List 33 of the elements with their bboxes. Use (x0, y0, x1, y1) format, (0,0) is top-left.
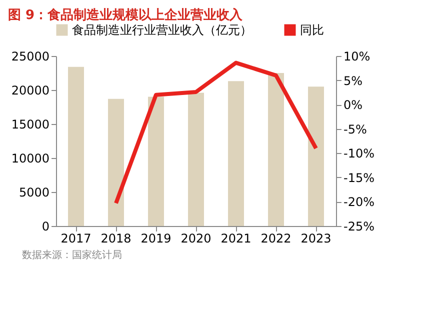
bar (268, 73, 284, 226)
bar (188, 92, 204, 226)
line-series (114, 60, 318, 206)
y-tick-label: 25000 (11, 50, 50, 64)
bar (148, 96, 164, 226)
y-tick-label: 0 (42, 220, 50, 234)
x-tick-label: 2023 (300, 232, 332, 246)
y2-tick-label: -10% (344, 146, 375, 161)
x-tick-label: 2021 (220, 232, 252, 246)
bar (108, 98, 124, 226)
y2-tick-label: -25% (344, 220, 375, 234)
y2-tick-label: -5% (344, 122, 367, 136)
y-tick-label: 20000 (11, 84, 50, 98)
legend-label: 同比 (300, 23, 324, 37)
x-tick-label: 2018 (100, 232, 132, 246)
bar (68, 66, 84, 226)
x-tick-label: 2019 (140, 232, 172, 246)
chart-title: 图 9：食品制造业规模以上企业营业收入 (7, 6, 244, 24)
bar (308, 86, 324, 226)
bar (228, 81, 244, 226)
y-tick-label: 15000 (11, 118, 50, 132)
y2-tick-label: 0% (344, 98, 363, 112)
y-tick-label: 10000 (11, 152, 50, 166)
legend-label: 食品制造业行业营业收入（亿元） (72, 23, 252, 37)
x-tick-label: 2017 (60, 232, 92, 246)
y2-tick-label: 10% (344, 50, 370, 64)
x-tick-label: 2022 (260, 232, 292, 246)
y-tick-label: 5000 (18, 186, 50, 200)
y2-tick-label: -15% (344, 170, 375, 185)
y2-tick-label: -20% (344, 195, 375, 210)
source-note: 数据来源：国家统计局 (21, 248, 123, 262)
y2-tick-label: 5% (344, 74, 363, 88)
x-tick-label: 2020 (180, 232, 212, 246)
